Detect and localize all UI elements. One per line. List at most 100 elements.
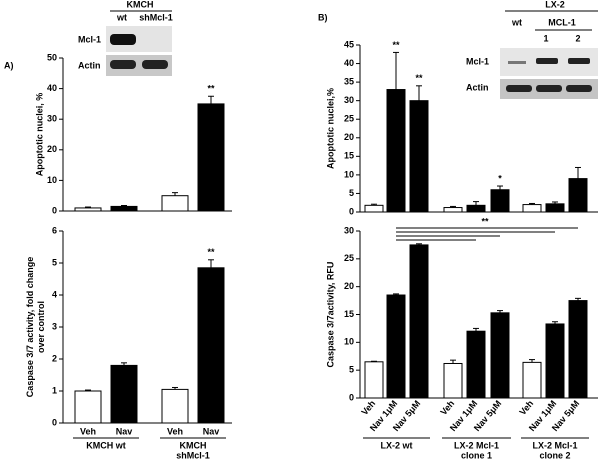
bar (364, 361, 384, 399)
bar (568, 178, 588, 213)
bar (161, 388, 189, 424)
blot-band (566, 85, 592, 92)
y-tick-label: 45 (344, 39, 354, 49)
bar (443, 207, 463, 213)
significance-label: ** (392, 40, 400, 50)
blot-row: Actin (466, 82, 489, 92)
bar (490, 189, 510, 213)
bar (545, 203, 565, 213)
bar (466, 330, 486, 399)
bar (364, 204, 384, 213)
y-tick-label: 25 (344, 253, 354, 263)
bar (386, 294, 406, 399)
bar (568, 300, 588, 399)
blot-band (536, 58, 558, 64)
y-tick-label: 20 (344, 281, 354, 291)
y-tick-label: 6 (52, 225, 57, 235)
y-tick-label: 30 (344, 225, 354, 235)
bar (74, 207, 102, 212)
blot-band (568, 58, 590, 64)
y-tick-label: 5 (349, 365, 354, 375)
blot-title: LX-2 (545, 0, 565, 9)
group-label: LX-2 wt (380, 440, 412, 450)
bar (409, 244, 429, 399)
bar (110, 205, 138, 212)
panel-label: A) (4, 60, 14, 70)
blot-title: KMCH (127, 0, 154, 9)
bar (197, 267, 225, 424)
blot-lane: wt (116, 12, 127, 22)
bracket-label: ** (481, 216, 489, 226)
bar (545, 323, 565, 399)
bar (490, 312, 510, 399)
bar (110, 364, 138, 424)
y-tick-label: 5 (349, 188, 354, 198)
group-label: LX-2 Mcl-1 (532, 440, 577, 450)
blot-band (536, 85, 562, 92)
y-tick-label: 20 (344, 132, 354, 142)
y-tick-label: 10 (344, 169, 354, 179)
y-tick-label: 0 (52, 417, 57, 427)
bar (409, 100, 429, 213)
blot-band (142, 60, 168, 69)
blot-band (508, 61, 526, 64)
x-tick-label: Veh (167, 426, 183, 436)
y-tick-label: 25 (344, 114, 354, 124)
y-tick-label: 30 (47, 114, 57, 124)
x-tick-label: Nav (203, 426, 220, 436)
y-tick-label: 40 (47, 83, 57, 93)
y-tick-label: 0 (52, 205, 57, 215)
y-tick-label: 4 (52, 289, 57, 299)
y-tick-label: 10 (47, 175, 57, 185)
y-tick-label: 35 (344, 76, 354, 86)
y-axis-label: Caspase 3/7activity, RFU (325, 262, 335, 368)
blot-row: Mcl-1 (78, 34, 101, 44)
group-label: clone 1 (461, 450, 492, 459)
blot-lane: shMcl-1 (139, 12, 173, 22)
y-tick-label: 3 (52, 321, 57, 331)
y-axis-label: Apoptotic nuclei,% (325, 88, 335, 169)
blot-lane: wt (511, 17, 522, 27)
y-tick-label: 50 (47, 52, 57, 62)
significance-label: ** (207, 247, 215, 257)
y-tick-label: 2 (52, 353, 57, 363)
significance-label: * (498, 173, 502, 183)
y-tick-label: 1 (52, 385, 57, 395)
blot-row: Actin (78, 60, 101, 70)
bar (443, 362, 463, 399)
blot-band (110, 60, 136, 69)
x-tick-label: Veh (359, 398, 377, 417)
x-tick-label: Veh (80, 426, 96, 436)
group-label: LX-2 Mcl-1 (454, 440, 499, 450)
blot-lane: 2 (575, 33, 580, 43)
y-tick-label: 15 (344, 151, 354, 161)
group-label: clone 2 (539, 450, 570, 459)
bar (522, 361, 542, 399)
panel-label: B) (318, 12, 328, 22)
blot-band (506, 85, 532, 92)
bar (161, 195, 189, 212)
y-tick-label: 20 (47, 144, 57, 154)
y-tick-label: 30 (344, 95, 354, 105)
blot-row: Mcl-1 (466, 56, 489, 66)
y-axis-label: Apoptotic nuclei, % (34, 93, 44, 177)
y-axis-label: Caspase 3/7 activity, fold change (25, 257, 35, 397)
group-label: shMcl-1 (176, 450, 210, 459)
y-tick-label: 5 (52, 257, 57, 267)
x-tick-label: Veh (438, 398, 456, 417)
y-tick-label: 10 (344, 337, 354, 347)
blot-lane: 1 (543, 33, 548, 43)
bar (466, 204, 486, 213)
blot-group: MCL-1 (548, 17, 576, 27)
y-tick-label: 15 (344, 309, 354, 319)
bar (386, 89, 406, 213)
significance-label: ** (415, 73, 423, 83)
bar (522, 204, 542, 213)
y-tick-label: 0 (349, 392, 354, 402)
y-tick-label: 0 (349, 206, 354, 216)
bar (74, 390, 102, 424)
group-label: KMCH (180, 440, 207, 450)
x-tick-label: Nav (116, 426, 133, 436)
significance-label: ** (207, 84, 215, 94)
